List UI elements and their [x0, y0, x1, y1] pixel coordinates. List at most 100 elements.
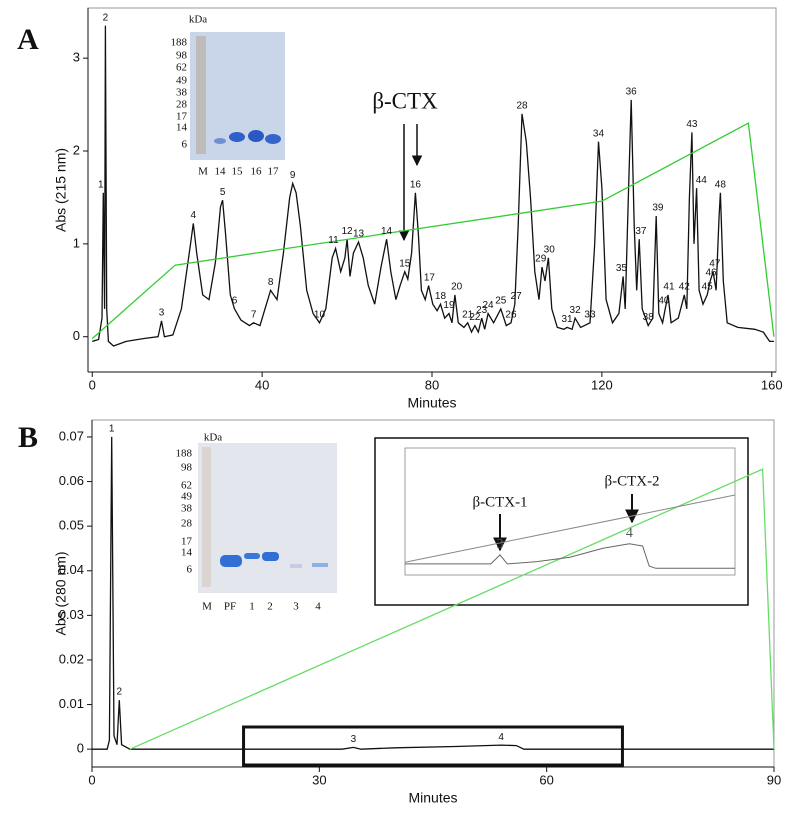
gel-marker: 49 [176, 75, 188, 87]
callout: β-CTX-2 [604, 473, 659, 489]
peak-label: 12 [341, 226, 353, 237]
peak-label: 41 [663, 282, 675, 293]
y-tick-label: 0.01 [59, 696, 84, 711]
gel-marker: 14 [181, 547, 193, 559]
y-tick-label: 0.05 [59, 518, 84, 533]
gel-marker: 17 [181, 536, 193, 548]
highlight-box [242, 725, 624, 767]
gel-lane: 3 [293, 601, 299, 613]
peak-label: 16 [410, 179, 422, 190]
peak-label: 13 [353, 229, 365, 240]
gel-image [198, 443, 337, 593]
peak-label: 7 [251, 309, 257, 320]
peak-label: 30 [544, 244, 556, 255]
peak-label: 39 [652, 203, 664, 214]
gel-marker: 62 [181, 480, 192, 492]
peak-label: 11 [328, 235, 339, 246]
inset-peak-label: 4 [626, 526, 633, 541]
peak-label: 17 [424, 272, 436, 283]
peak-label: 2 [103, 12, 109, 23]
x-tick-label: 60 [539, 772, 553, 787]
peak-label: 3 [351, 734, 357, 745]
peak-label: 34 [593, 128, 605, 139]
callout: β-CTX-1 [472, 494, 527, 510]
gel-marker: 6 [187, 564, 193, 576]
trace [129, 468, 775, 750]
trace [92, 436, 774, 750]
peak-label: 1 [109, 424, 115, 435]
y-tick-label: 2 [73, 142, 80, 157]
trace [91, 122, 775, 340]
peak-label: 19 [443, 300, 455, 311]
gel-lane: PF [224, 601, 236, 613]
y-tick-label: 3 [73, 50, 80, 65]
inset-peak-label: 3 [497, 537, 504, 552]
peak-label: 48 [715, 179, 727, 190]
panel-label: A [17, 23, 39, 56]
gel-lane: 2 [267, 601, 273, 613]
peak-label: 26 [505, 309, 517, 320]
x-tick-label: 0 [89, 377, 96, 392]
peak-label: 2 [116, 687, 122, 698]
peak-label: 38 [643, 312, 655, 323]
peak-label: 18 [435, 291, 447, 302]
peak-label: 21 [462, 309, 474, 320]
gel-unit: kDa [204, 432, 222, 444]
gel-marker: 28 [181, 518, 193, 530]
x-tick-label: 90 [767, 772, 781, 787]
gel-lane: 1 [249, 601, 255, 613]
peak-label: 3 [159, 308, 165, 319]
peak-label: 27 [511, 291, 523, 302]
gel-marker: 6 [182, 139, 188, 151]
gel-marker: 98 [176, 50, 188, 62]
peak-label: 44 [696, 175, 708, 186]
peak-label: 40 [658, 295, 670, 306]
inset-trace [404, 494, 736, 563]
gel-marker: 98 [181, 462, 193, 474]
peak-label: 31 [561, 314, 573, 325]
y-tick-label: 0.06 [59, 473, 84, 488]
inset-trace [405, 543, 735, 569]
x-tick-label: 40 [255, 377, 269, 392]
peak-label: 6 [232, 295, 238, 306]
peak-label: 15 [399, 258, 411, 269]
x-tick-label: 160 [761, 377, 783, 392]
peak-label: 29 [535, 254, 547, 265]
peak-label: 23 [476, 305, 488, 316]
peak-label: 25 [495, 295, 507, 306]
gel-lane: M [198, 166, 208, 178]
gel-lane: 15 [232, 166, 244, 178]
y-tick-label: 0.04 [59, 562, 84, 577]
y-axis-label: Abs (280 nm) [53, 551, 69, 635]
peak-label: 37 [635, 226, 647, 237]
gel-lane: 17 [268, 166, 280, 178]
gel-marker: 62 [176, 62, 187, 74]
peak-label: 5 [220, 187, 226, 198]
peak-label: 24 [482, 300, 494, 311]
x-tick-label: 80 [425, 377, 439, 392]
peak-label: 42 [679, 282, 691, 293]
gel-marker: 14 [176, 122, 188, 134]
peak-label: 32 [570, 305, 582, 316]
gel-marker: 49 [181, 491, 193, 503]
gel-image [190, 32, 285, 160]
peak-label: 20 [451, 282, 463, 293]
panel-label: B [18, 421, 38, 454]
peak-label: 47 [709, 258, 721, 269]
gel-marker: 188 [171, 37, 188, 49]
inset-frame [374, 437, 749, 606]
y-tick-label: 0.03 [59, 607, 84, 622]
y-tick-label: 0 [73, 328, 80, 343]
peak-label: 36 [626, 87, 638, 98]
y-tick-label: 1 [73, 235, 80, 250]
x-axis-label: Minutes [408, 790, 457, 806]
peak-label: 33 [584, 309, 596, 320]
peak-label: 14 [381, 226, 393, 237]
x-axis-label: Minutes [407, 395, 456, 411]
x-tick-label: 30 [312, 772, 326, 787]
x-tick-label: 0 [88, 772, 95, 787]
peak-label: 28 [516, 100, 528, 111]
gel-marker: 28 [176, 99, 188, 111]
x-tick-label: 120 [591, 377, 613, 392]
